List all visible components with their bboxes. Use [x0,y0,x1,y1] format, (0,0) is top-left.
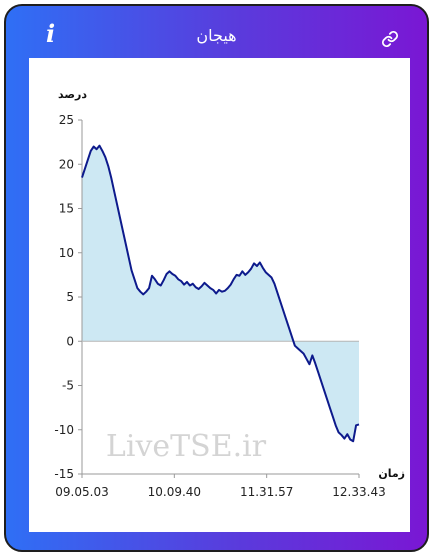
y-axis-label: درصد [58,88,87,101]
area-layer [82,145,359,442]
info-icon[interactable]: i [46,19,56,48]
watermark: LiveTSE.ir [106,429,267,464]
y-tick-label: 5 [66,290,74,304]
series-area [82,145,359,442]
axes-layer: 25 20 15 10 5 0 -5 -10 -15 09.05.03 10.09.40 11.31.… [54,88,405,499]
y-tick-label: 25 [59,113,74,127]
app-frame: i هیجان 25 20 15 10 5 0 -5 -10 -15 09.05.03 10.09.… [4,4,429,552]
x-tick-label: 10.09.40 [148,485,201,499]
y-tick-label: 20 [59,157,74,171]
x-tick-label: 12.33.43 [332,485,385,499]
y-tick-label: -15 [54,467,74,481]
y-tick-label: 10 [59,246,74,260]
page-title: هیجان [196,26,237,45]
chart-panel: 25 20 15 10 5 0 -5 -10 -15 09.05.03 10.09.40 11.31.… [29,58,410,532]
chart: 25 20 15 10 5 0 -5 -10 -15 09.05.03 10.09.40 11.31.… [54,88,405,499]
x-tick-label: 09.05.03 [55,485,108,499]
line-layer [81,144,360,443]
y-tick-label: -10 [54,423,74,437]
x-tick-label: 11.31.57 [240,485,293,499]
header: i هیجان [6,6,427,58]
y-tick-label: 0 [66,334,74,348]
link-icon[interactable] [381,30,399,48]
x-axis-label: زمان [378,467,405,480]
series-line [81,144,360,443]
y-tick-label: -5 [62,379,74,393]
y-tick-label: 15 [59,202,74,216]
